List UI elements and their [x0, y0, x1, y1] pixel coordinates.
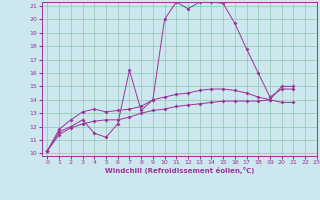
- X-axis label: Windchill (Refroidissement éolien,°C): Windchill (Refroidissement éolien,°C): [105, 167, 254, 174]
